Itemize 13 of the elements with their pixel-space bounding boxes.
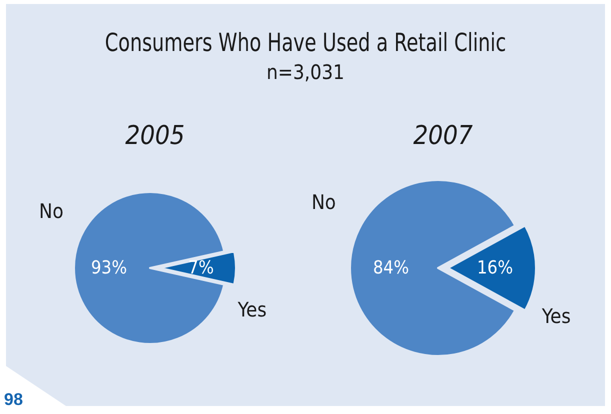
text: Consumers Who Have Used a Retail Clinic — [104, 28, 508, 57]
text: 98 — [4, 390, 23, 410]
chart-title: 2007 — [413, 121, 473, 151]
text: n=3,031 — [266, 60, 346, 84]
chart-title: 2005 — [125, 121, 185, 151]
slice-label: No — [311, 190, 336, 214]
data-label: 16% — [477, 258, 513, 278]
slice-label: Yes — [540, 304, 571, 328]
data-label: 93% — [91, 258, 127, 278]
data-label: 7% — [188, 258, 214, 278]
slice-label: Yes — [236, 297, 267, 322]
slice-label: No — [39, 199, 64, 223]
data-label: 84% — [373, 258, 409, 278]
